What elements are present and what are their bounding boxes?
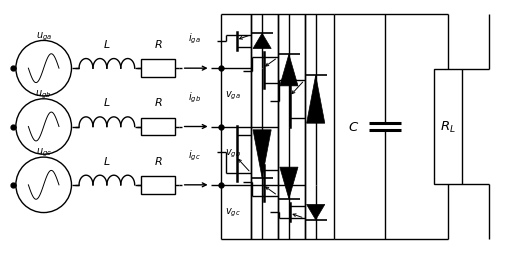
Text: $L$: $L$	[103, 38, 111, 50]
Text: $v_{gc}$: $v_{gc}$	[225, 205, 240, 218]
Bar	[434, 70, 462, 184]
Polygon shape	[307, 205, 325, 220]
Text: $R_L$: $R_L$	[440, 119, 456, 135]
Text: $C$: $C$	[348, 121, 359, 133]
Text: $u_{gb}$: $u_{gb}$	[35, 88, 52, 101]
Text: $u_{ga}$: $u_{ga}$	[35, 30, 52, 42]
Text: $i_{ga}$: $i_{ga}$	[188, 32, 201, 46]
Polygon shape	[307, 76, 325, 124]
Text: $i_{gb}$: $i_{gb}$	[188, 90, 201, 104]
Polygon shape	[280, 55, 298, 87]
Text: $u_{gc}$: $u_{gc}$	[35, 146, 52, 158]
Text: $L$: $L$	[103, 96, 111, 108]
Text: $R$: $R$	[154, 38, 163, 50]
Bar	[141, 176, 175, 194]
Text: $L$: $L$	[103, 154, 111, 166]
Text: $v_{gb}$: $v_{gb}$	[225, 147, 241, 160]
Bar	[141, 60, 175, 78]
Polygon shape	[253, 34, 271, 49]
Bar	[141, 118, 175, 136]
Text: $R$: $R$	[154, 154, 163, 166]
Polygon shape	[253, 130, 271, 178]
Text: $R$: $R$	[154, 96, 163, 108]
Polygon shape	[280, 167, 298, 199]
Text: $i_{gc}$: $i_{gc}$	[188, 148, 201, 162]
Text: $v_{ga}$: $v_{ga}$	[225, 89, 240, 101]
